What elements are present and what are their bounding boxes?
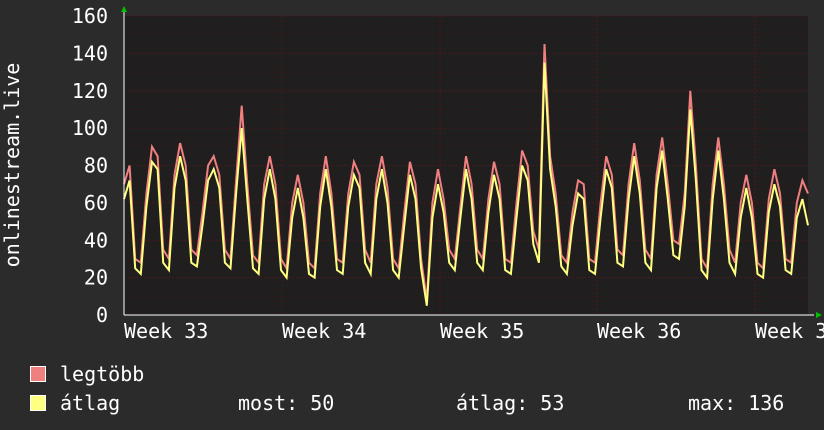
y-tick-label: 120 (72, 79, 108, 103)
y-tick-label: 160 (72, 4, 108, 28)
y-tick-label: 0 (96, 303, 108, 327)
x-axis-arrow (816, 312, 822, 318)
x-tick-label: Week 3 (755, 319, 824, 343)
y-tick-label: 140 (72, 41, 108, 65)
legend-item-legtobb: legtöbb (30, 362, 144, 386)
x-tick-label: Week 36 (597, 319, 681, 343)
stat-most: most: 50 (238, 391, 334, 415)
series-line-atlag (123, 62, 809, 306)
stat-max-value: 136 (748, 391, 785, 415)
stat-max-label: max: (688, 391, 737, 415)
y-axis-label: onlinestream.live (0, 62, 24, 268)
legend-label-atlag: átlag (60, 391, 121, 415)
stat-atlag-label: átlag: (456, 391, 529, 415)
y-tick-label: 100 (72, 116, 108, 140)
stat-atlag-value: 53 (540, 391, 565, 415)
series-line-legtobb (123, 43, 809, 301)
legend-label-legtobb: legtöbb (60, 362, 145, 386)
y-tick-label: 80 (84, 154, 108, 178)
stat-most-value: 50 (310, 391, 335, 415)
legend-swatch-legtobb (30, 366, 46, 382)
x-tick-label: Week 35 (440, 319, 524, 343)
stat-atlag: átlag: 53 (456, 391, 564, 415)
stat-most-label: most: (238, 391, 299, 415)
y-tick-label: 60 (84, 191, 108, 215)
y-axis-arrow (121, 6, 127, 12)
y-tick-label: 40 (84, 228, 108, 252)
legend-item-atlag: átlag (30, 391, 120, 415)
x-tick-label: Week 33 (124, 319, 208, 343)
stat-max: max: 136 (688, 391, 784, 415)
legend-swatch-atlag (30, 395, 46, 411)
y-tick-label: 20 (84, 266, 108, 290)
x-tick-label: Week 34 (282, 319, 366, 343)
